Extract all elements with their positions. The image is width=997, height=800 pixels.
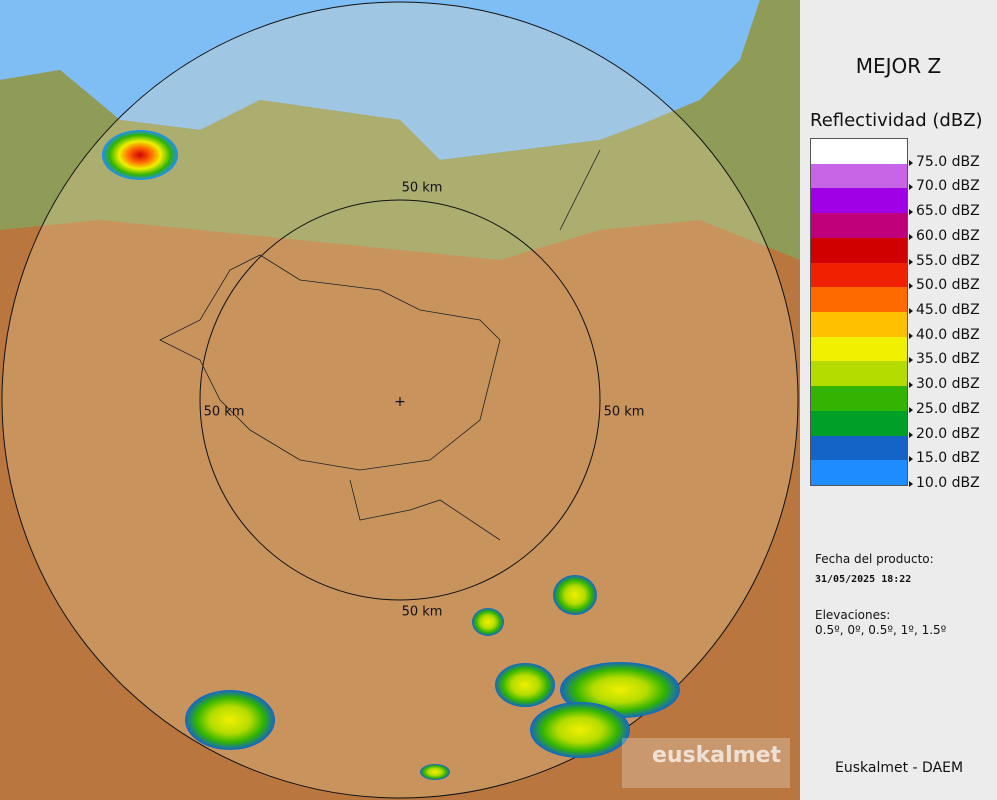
legend-label: 25.0 dBZ <box>916 400 980 417</box>
legend-band <box>811 237 907 263</box>
legend-band <box>811 435 907 461</box>
elevations-value: 0.5º, 0º, 0.5º, 1º, 1.5º <box>815 623 947 637</box>
range-label: 50 km <box>402 181 443 196</box>
storm-cell <box>530 702 630 758</box>
color-legend <box>810 138 908 486</box>
legend-label: 30.0 dBZ <box>916 376 980 393</box>
legend-label: 40.0 dBZ <box>916 326 980 343</box>
legend-band <box>811 460 907 485</box>
legend-band <box>811 287 907 312</box>
storm-cell <box>495 663 555 707</box>
legend-band <box>811 386 907 411</box>
legend-label: 50.0 dBZ <box>916 277 980 294</box>
product-title: MEJOR Z <box>855 54 942 78</box>
legend-tick <box>909 382 913 389</box>
legend-band <box>811 312 907 337</box>
legend-tick <box>909 357 913 364</box>
legend-band <box>811 361 907 387</box>
storm-cell <box>102 130 178 180</box>
range-label: 50 km <box>402 605 443 620</box>
radar-map: + 50 km 50 km 50 km 50 km euskalmet <box>0 0 800 800</box>
legend-tick <box>909 283 913 290</box>
storm-cell <box>185 690 275 750</box>
borders <box>159 149 601 541</box>
legend-band <box>811 410 907 436</box>
legend-band <box>811 139 907 164</box>
legend-band <box>811 188 907 214</box>
legend-label: 65.0 dBZ <box>916 203 980 220</box>
date-label: Fecha del producto: <box>815 552 934 566</box>
date-value: 31/05/2025 18:22 <box>815 574 912 585</box>
watermark-box <box>622 738 790 788</box>
range-ring-inner <box>199 199 601 601</box>
range-label: 50 km <box>204 405 245 420</box>
legend-band <box>811 163 907 189</box>
legend-label: 10.0 dBZ <box>916 475 980 491</box>
legend-label: 45.0 dBZ <box>916 302 980 318</box>
legend-label: 75.0 dBZ <box>916 153 980 170</box>
legend-tick <box>909 159 913 166</box>
storm-cell <box>420 764 450 780</box>
legend-tick <box>909 308 913 314</box>
coastal-hills <box>0 0 800 260</box>
range-ring-outer <box>1 1 799 799</box>
legend-band <box>811 262 907 288</box>
credit: Euskalmet - DAEM <box>835 760 964 776</box>
legend-label: 70.0 dBZ <box>916 178 980 195</box>
legend-label: 35.0 dBZ <box>916 351 980 368</box>
legend-tick <box>909 456 913 463</box>
elevations-label: Elevaciones: <box>815 608 891 622</box>
legend-tick <box>909 258 913 265</box>
radar-center: + <box>394 394 406 410</box>
legend-tick <box>909 406 913 413</box>
legend-label: 55.0 dBZ <box>916 252 980 269</box>
legend-band <box>811 213 907 238</box>
side-panel: MEJOR Z Reflectividad (dBZ) Fecha del pr… <box>800 0 997 800</box>
legend-tick <box>909 209 913 216</box>
watermark: euskalmet <box>652 743 782 768</box>
legend-title: Reflectividad (dBZ) <box>810 110 983 131</box>
storm-cell <box>553 575 597 615</box>
legend-tick <box>909 481 913 487</box>
storm-cell <box>472 608 504 636</box>
legend-label: 60.0 dBZ <box>916 227 980 244</box>
legend-label: 20.0 dBZ <box>916 425 980 442</box>
legend-tick <box>909 233 913 240</box>
legend-tick <box>909 431 913 438</box>
range-label: 50 km <box>604 405 645 420</box>
legend-label: 15.0 dBZ <box>916 450 980 467</box>
legend-tick <box>909 332 913 339</box>
legend-tick <box>909 184 913 191</box>
legend-band <box>811 336 907 362</box>
